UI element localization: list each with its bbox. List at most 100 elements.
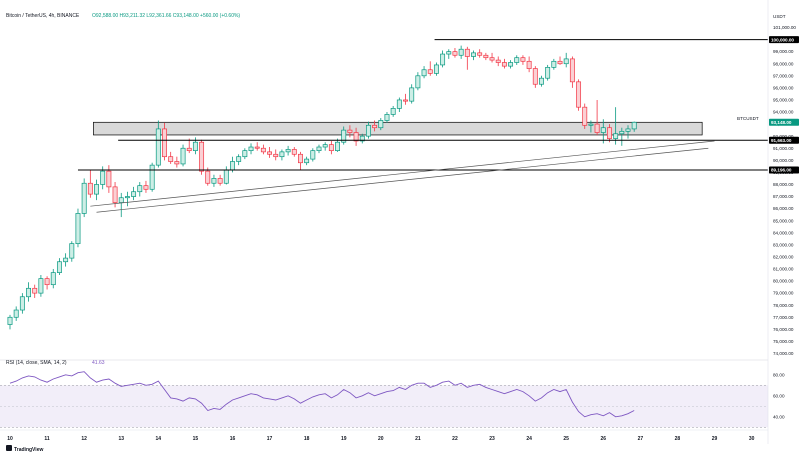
candle-up[interactable] (131, 191, 137, 197)
candle-up[interactable] (63, 257, 69, 263)
candle-up[interactable] (390, 108, 396, 115)
candle-up[interactable] (19, 296, 25, 311)
candle-down[interactable] (582, 106, 588, 126)
candle-down[interactable] (143, 185, 149, 190)
candle-up[interactable] (149, 164, 155, 190)
candle-up[interactable] (100, 170, 106, 185)
candle-up[interactable] (223, 169, 229, 184)
candle-down[interactable] (594, 123, 600, 133)
candle-up[interactable] (396, 99, 402, 109)
trendline[interactable] (90, 140, 715, 207)
candle-up[interactable] (545, 66, 551, 79)
candle-down[interactable] (328, 144, 334, 152)
candle-down[interactable] (483, 54, 489, 59)
candle-down[interactable] (260, 147, 266, 153)
candle-down[interactable] (607, 127, 612, 139)
candle-down[interactable] (452, 51, 458, 56)
candle-up[interactable] (625, 128, 631, 132)
candle-up[interactable] (242, 150, 248, 158)
candle-up[interactable] (600, 127, 606, 133)
candle-up[interactable] (285, 149, 291, 153)
candle-up[interactable] (137, 185, 143, 193)
candle-down[interactable] (372, 124, 378, 129)
candle-down[interactable] (569, 58, 575, 83)
currency-label[interactable]: USDT (773, 14, 786, 19)
candle-down[interactable] (501, 62, 507, 67)
candle-up[interactable] (551, 60, 557, 68)
trendline[interactable] (96, 147, 709, 213)
candle-up[interactable] (50, 272, 56, 286)
candle-up[interactable] (304, 158, 310, 164)
candle-up[interactable] (588, 123, 594, 126)
candle-up[interactable] (310, 150, 316, 160)
candle-up[interactable] (7, 316, 13, 325)
candle-down[interactable] (205, 170, 211, 184)
candle-down[interactable] (291, 149, 297, 155)
candle-down[interactable] (199, 141, 205, 172)
candle-up[interactable] (421, 69, 427, 77)
candle-up[interactable] (335, 141, 340, 152)
candle-up[interactable] (458, 48, 464, 56)
candle-up[interactable] (433, 64, 439, 74)
candle-up[interactable] (279, 151, 285, 158)
rsi-label[interactable]: RSI (14, close, SMA, 14, 2) (6, 360, 67, 366)
tradingview-logo[interactable]: TradingView (6, 445, 43, 453)
candle-up[interactable] (508, 62, 514, 67)
candle-up[interactable] (631, 121, 637, 130)
candle-down[interactable] (526, 60, 532, 69)
candle-down[interactable] (427, 69, 433, 74)
candle-up[interactable] (440, 53, 446, 66)
candle-down[interactable] (576, 81, 582, 108)
candle-up[interactable] (446, 51, 452, 55)
candle-down[interactable] (162, 128, 167, 158)
candle-up[interactable] (118, 197, 124, 203)
candle-down[interactable] (217, 178, 223, 184)
candle-down[interactable] (464, 48, 470, 57)
candle-up[interactable] (341, 129, 347, 143)
candle-up[interactable] (415, 75, 421, 89)
candle-up[interactable] (384, 114, 390, 121)
candle-up[interactable] (124, 196, 130, 199)
candle-up[interactable] (378, 120, 384, 129)
candle-up[interactable] (248, 146, 254, 152)
candle-down[interactable] (32, 287, 38, 294)
candle-down[interactable] (267, 151, 273, 155)
candle-down[interactable] (168, 156, 174, 162)
rsi-line[interactable] (9, 371, 635, 418)
candle-up[interactable] (155, 128, 161, 166)
candle-down[interactable] (106, 170, 112, 188)
candle-down[interactable] (254, 146, 260, 149)
candle-down[interactable] (273, 153, 279, 158)
candle-up[interactable] (94, 184, 99, 195)
candle-up[interactable] (316, 146, 322, 152)
candle-up[interactable] (613, 133, 619, 139)
candle-up[interactable] (26, 287, 31, 298)
candle-down[interactable] (112, 186, 118, 203)
candle-up[interactable] (236, 156, 242, 162)
candle-down[interactable] (298, 153, 303, 164)
candle-up[interactable] (471, 52, 476, 57)
candle-down[interactable] (495, 59, 501, 63)
candle-up[interactable] (56, 261, 62, 273)
candle-up[interactable] (211, 178, 217, 184)
candle-up[interactable] (563, 58, 569, 65)
candle-up[interactable] (365, 124, 371, 137)
candle-down[interactable] (87, 182, 93, 195)
candle-up[interactable] (81, 182, 87, 214)
candle-down[interactable] (403, 99, 408, 102)
candle-down[interactable] (532, 68, 538, 85)
candle-down[interactable] (174, 161, 180, 165)
candle-up[interactable] (69, 243, 75, 259)
candle-up[interactable] (230, 161, 235, 171)
header-symbol[interactable]: Bitcoin / TetherUS, 4h, BINANCE (6, 13, 80, 19)
candle-down[interactable] (489, 57, 495, 61)
price-zone-rect[interactable] (93, 121, 703, 136)
candle-up[interactable] (619, 130, 625, 135)
candle-up[interactable] (359, 135, 365, 142)
candle-down[interactable] (520, 57, 526, 62)
candle-up[interactable] (192, 141, 198, 152)
candle-down[interactable] (477, 52, 483, 56)
candle-up[interactable] (322, 144, 328, 148)
candle-up[interactable] (409, 87, 415, 102)
